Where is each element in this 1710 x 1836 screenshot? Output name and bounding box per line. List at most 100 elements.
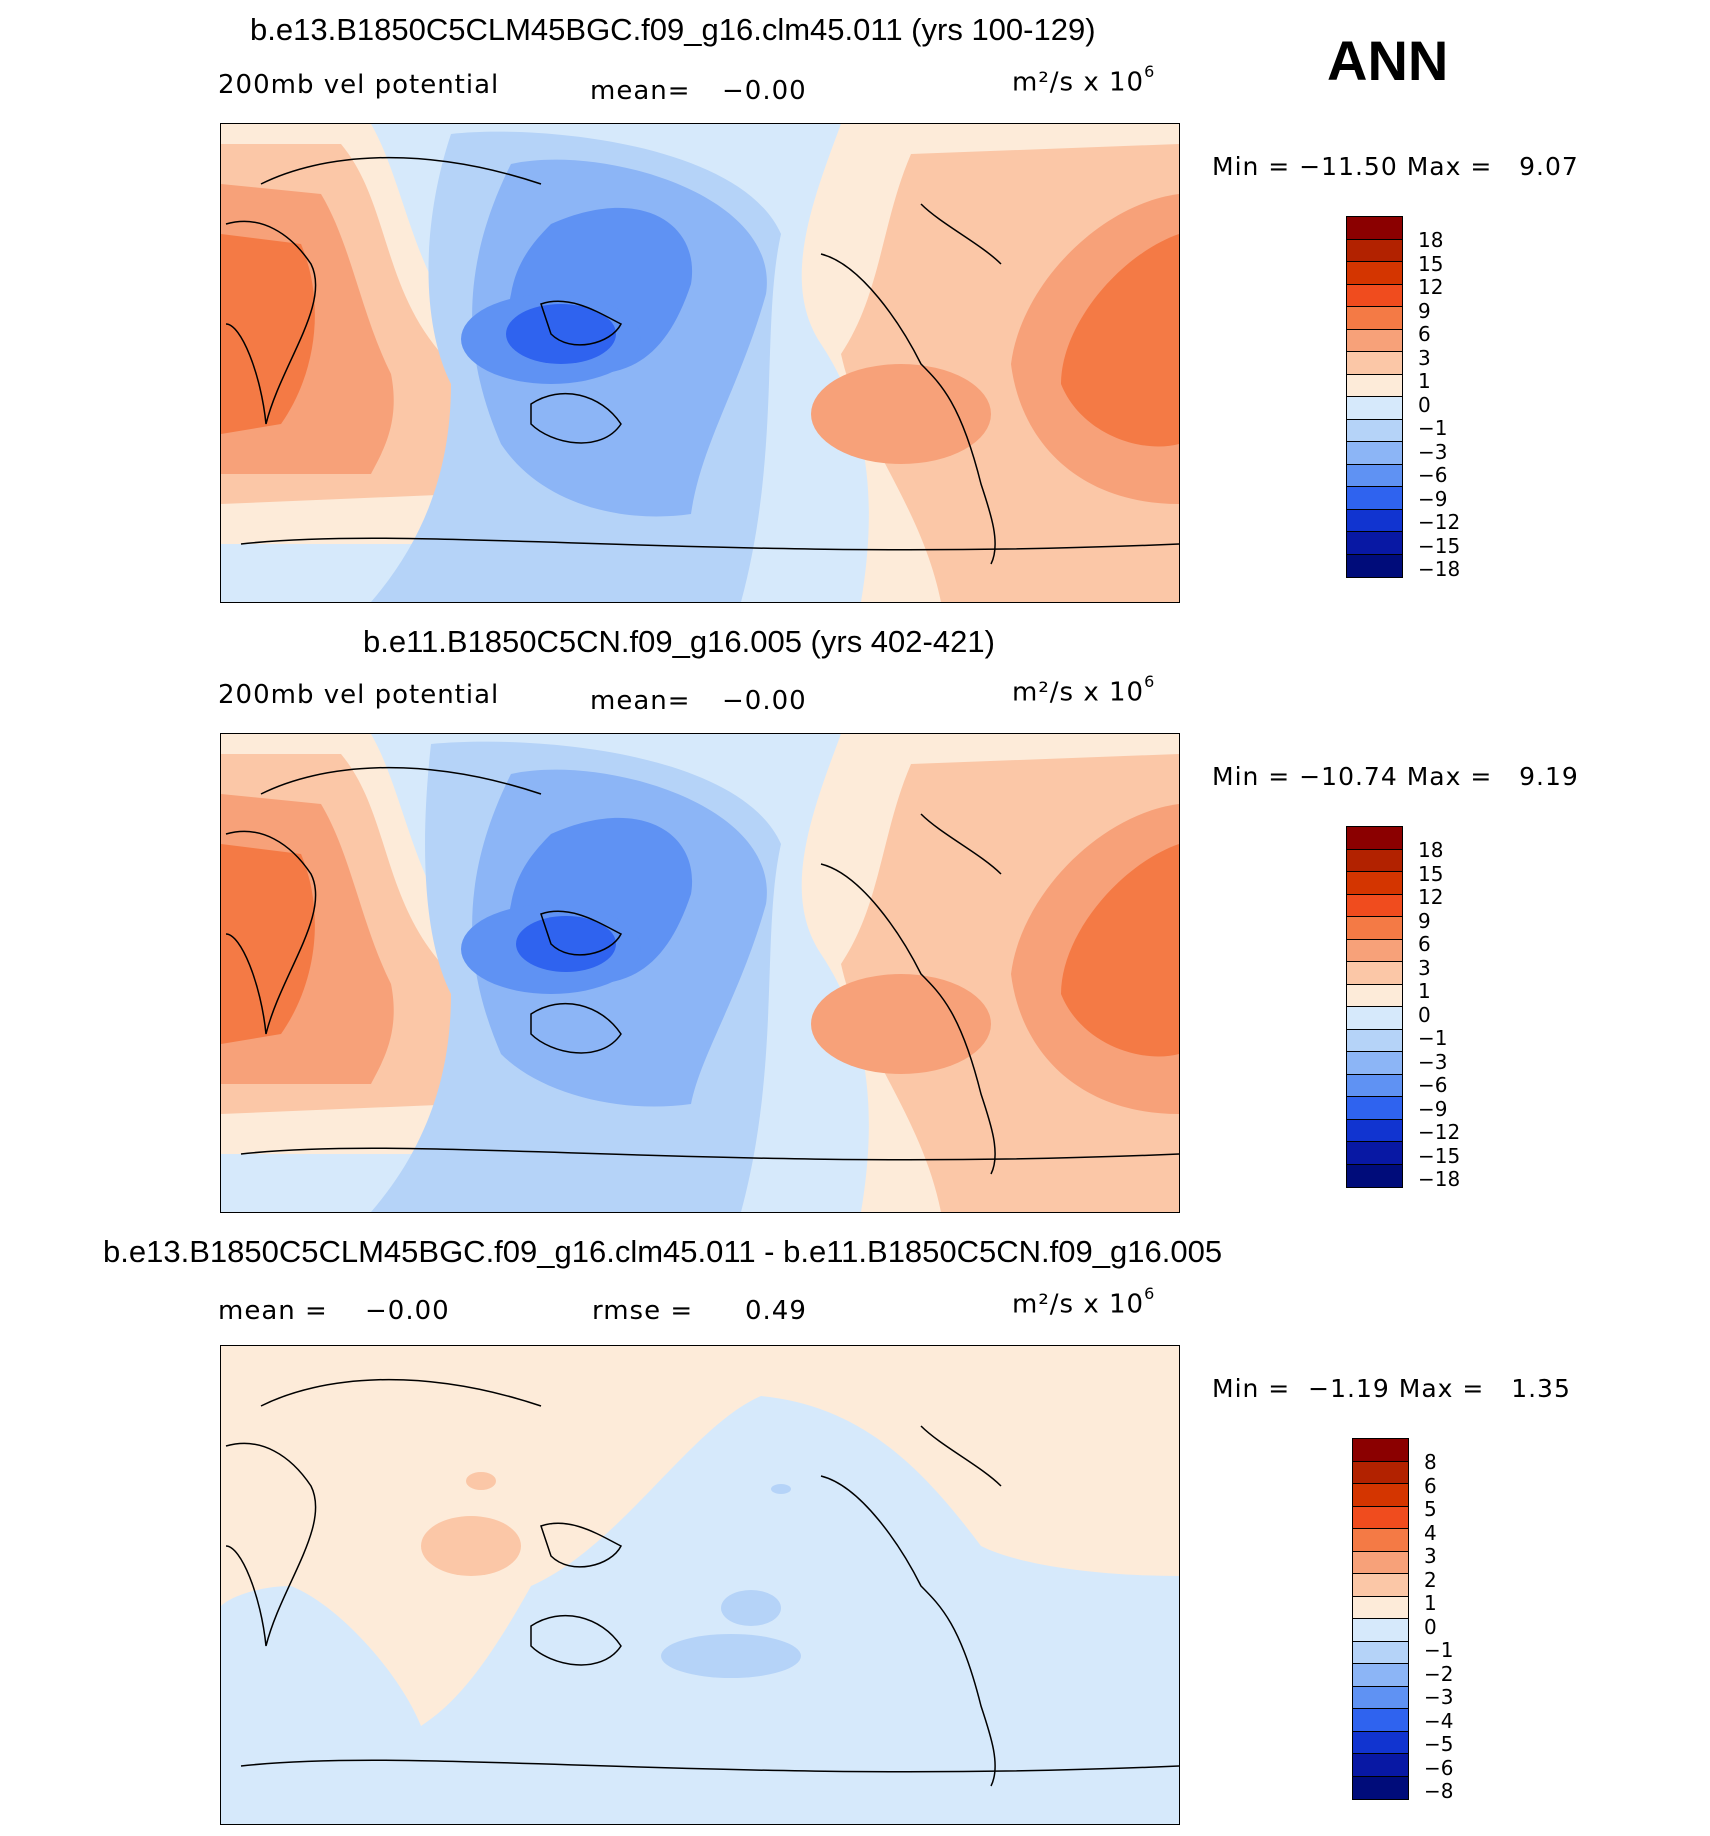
colorbar-tick-label: 6	[1418, 932, 1431, 956]
colorbar-swatch	[1347, 307, 1402, 330]
colorbar-swatch	[1347, 464, 1402, 487]
colorbar-swatch	[1353, 1709, 1408, 1732]
colorbar-tick-label: 9	[1418, 299, 1431, 323]
panel2-colorbar-labels: 18 15 12 9 6 3 1 0 −1 −3 −6 −9 −12 −15 −…	[1418, 826, 1478, 1191]
colorbar-swatch	[1347, 487, 1402, 510]
panel3-map	[220, 1345, 1180, 1825]
panel3-colorbar	[1352, 1438, 1409, 1800]
colorbar-tick-label: −18	[1418, 557, 1461, 581]
colorbar-tick-label: −6	[1418, 463, 1448, 487]
colorbar-swatch	[1347, 217, 1402, 240]
panel3-contour-field	[221, 1346, 1179, 1824]
panel2-variable-label: 200mb vel potential	[218, 680, 500, 710]
colorbar-tick-label: 15	[1418, 862, 1444, 886]
panel3-rmse-label: rmse =	[592, 1296, 694, 1326]
colorbar-tick-label: 1	[1424, 1591, 1437, 1615]
colorbar-swatch	[1347, 1029, 1402, 1052]
colorbar-tick-label: 0	[1424, 1615, 1437, 1639]
panel1-map	[220, 123, 1180, 603]
panel2-contour-field	[221, 734, 1179, 1212]
panel1-colorbar	[1346, 216, 1403, 578]
panel3-minmax: Min = −1.19 Max = 1.35	[1212, 1374, 1571, 1403]
panel1-units: m²/s x 106	[1012, 62, 1156, 98]
colorbar-tick-label: −1	[1418, 416, 1448, 440]
colorbar-tick-label: −6	[1424, 1756, 1454, 1780]
colorbar-swatch	[1353, 1664, 1408, 1687]
panel1-variable-label: 200mb vel potential	[218, 70, 500, 100]
colorbar-swatch	[1353, 1731, 1408, 1754]
colorbar-swatch	[1353, 1754, 1408, 1777]
colorbar-tick-label: 15	[1418, 252, 1444, 276]
colorbar-swatch	[1347, 894, 1402, 917]
colorbar-tick-label: 1	[1418, 979, 1431, 1003]
colorbar-swatch	[1347, 419, 1402, 442]
panel1-contour-field	[221, 124, 1179, 602]
colorbar-swatch	[1347, 262, 1402, 285]
colorbar-tick-label: −6	[1418, 1073, 1448, 1097]
colorbar-swatch	[1347, 917, 1402, 940]
colorbar-swatch	[1347, 352, 1402, 375]
colorbar-swatch	[1353, 1506, 1408, 1529]
colorbar-tick-label: −15	[1418, 1144, 1461, 1168]
colorbar-swatch	[1347, 239, 1402, 262]
colorbar-tick-label: −9	[1418, 487, 1448, 511]
colorbar-tick-label: −3	[1418, 1050, 1448, 1074]
colorbar-tick-label: 0	[1418, 393, 1431, 417]
colorbar-swatch	[1347, 872, 1402, 895]
colorbar-swatch	[1347, 442, 1402, 465]
colorbar-swatch	[1347, 1074, 1402, 1097]
panel1-colorbar-labels: 18 15 12 9 6 3 1 0 −1 −3 −6 −9 −12 −15 −…	[1418, 216, 1478, 581]
colorbar-tick-label: −12	[1418, 510, 1461, 534]
colorbar-tick-label: 12	[1418, 275, 1444, 299]
panel1-mean-label: mean=	[590, 76, 691, 106]
panel3-rmse-value: 0.49	[745, 1296, 807, 1326]
colorbar-swatch	[1347, 554, 1402, 577]
colorbar-tick-label: 2	[1424, 1568, 1437, 1592]
colorbar-swatch	[1347, 1007, 1402, 1030]
colorbar-tick-label: −1	[1418, 1026, 1448, 1050]
colorbar-tick-label: −18	[1418, 1167, 1461, 1191]
colorbar-swatch	[1347, 1119, 1402, 1142]
colorbar-swatch	[1347, 532, 1402, 555]
colorbar-swatch	[1347, 284, 1402, 307]
colorbar-swatch	[1347, 374, 1402, 397]
colorbar-tick-label: 9	[1418, 909, 1431, 933]
colorbar-swatch	[1353, 1574, 1408, 1597]
colorbar-swatch	[1353, 1641, 1408, 1664]
colorbar-swatch	[1353, 1619, 1408, 1642]
colorbar-swatch	[1353, 1776, 1408, 1799]
panel3-mean-value: −0.00	[365, 1296, 450, 1326]
panel2-map	[220, 733, 1180, 1213]
colorbar-swatch	[1347, 939, 1402, 962]
colorbar-swatch	[1353, 1596, 1408, 1619]
colorbar-tick-label: −3	[1418, 440, 1448, 464]
panel2-mean-label: mean=	[590, 686, 691, 716]
colorbar-swatch	[1353, 1686, 1408, 1709]
colorbar-tick-label: −15	[1418, 534, 1461, 558]
colorbar-swatch	[1353, 1439, 1408, 1462]
panel1-title: b.e13.B1850C5CLM45BGC.f09_g16.clm45.011 …	[250, 12, 1096, 47]
colorbar-swatch	[1353, 1484, 1408, 1507]
panel3-title: b.e13.B1850C5CLM45BGC.f09_g16.clm45.011 …	[103, 1234, 1223, 1269]
colorbar-tick-label: 3	[1418, 956, 1431, 980]
panel2-minmax: Min = −10.74 Max = 9.19	[1212, 762, 1579, 791]
panel3-units: m²/s x 106	[1012, 1284, 1156, 1320]
colorbar-swatch	[1347, 827, 1402, 850]
colorbar-swatch	[1347, 1164, 1402, 1187]
colorbar-tick-label: −1	[1424, 1638, 1454, 1662]
colorbar-tick-label: 1	[1418, 369, 1431, 393]
colorbar-swatch	[1347, 509, 1402, 532]
colorbar-tick-label: 8	[1424, 1450, 1437, 1474]
panel1-minmax: Min = −11.50 Max = 9.07	[1212, 152, 1579, 181]
panel2-colorbar	[1346, 826, 1403, 1188]
colorbar-swatch	[1347, 984, 1402, 1007]
colorbar-tick-label: 12	[1418, 885, 1444, 909]
colorbar-tick-label: −8	[1424, 1779, 1454, 1803]
colorbar-tick-label: 6	[1418, 322, 1431, 346]
panel3-mean-label: mean =	[218, 1296, 328, 1326]
colorbar-tick-label: −9	[1418, 1097, 1448, 1121]
colorbar-tick-label: −4	[1424, 1709, 1454, 1733]
colorbar-tick-label: −12	[1418, 1120, 1461, 1144]
panel1-mean-value: −0.00	[722, 76, 807, 106]
season-label: ANN	[1327, 29, 1449, 92]
